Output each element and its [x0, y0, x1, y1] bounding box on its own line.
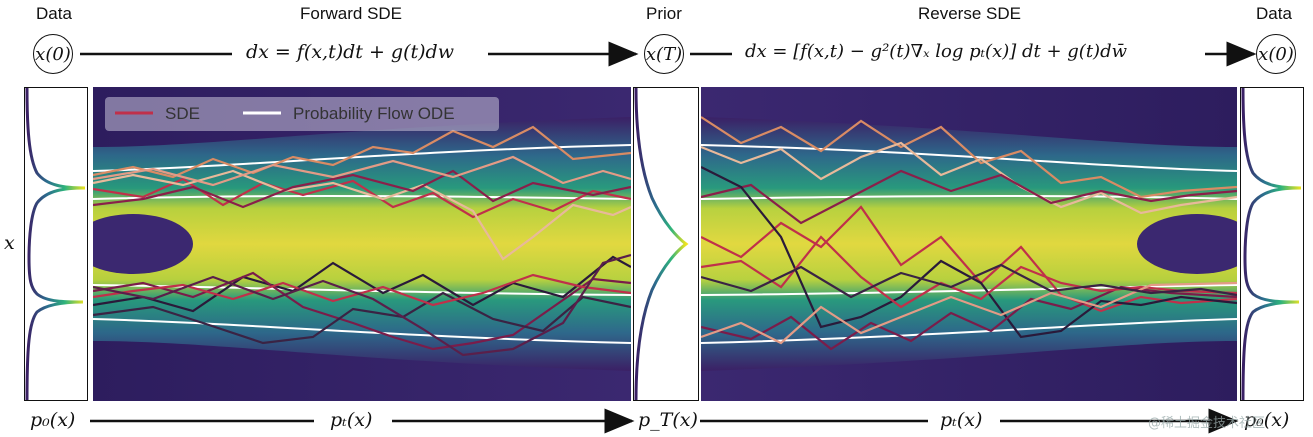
p0-left-panel [24, 87, 88, 401]
node-x0-right: x(0) [1256, 34, 1296, 74]
node-xT: x(T) [644, 34, 684, 74]
legend-sde: SDE [165, 104, 200, 123]
legend: SDE Probability Flow ODE [105, 97, 499, 131]
data-right-label: Data [1256, 4, 1292, 23]
p0-right-label: p₀(x) [1244, 409, 1290, 431]
pt-forward-label: pₜ(x) [330, 409, 373, 431]
p0-right-panel [1240, 87, 1304, 401]
forward-equation: dx = f(x,t)dt + g(t)dw [246, 41, 454, 63]
watermark: @稀土掘金技术社区 [1148, 416, 1266, 431]
reverse-equation: dx = [f(x,t) − g²(t)∇ₓ log pₜ(x)] dt + g… [745, 41, 1128, 62]
reverse-heatmap [701, 87, 1237, 401]
p0-right-curve [1241, 87, 1302, 401]
prior-panel [633, 87, 699, 401]
pt-reverse-label: pₜ(x) [940, 409, 983, 431]
forward-sde-label: Forward SDE [300, 4, 403, 23]
p0-left-label: p₀(x) [30, 409, 76, 431]
prior-label: Prior [646, 4, 682, 23]
data-left-label: Data [36, 4, 72, 23]
pT-label: p_T(x) [638, 409, 698, 431]
legend-ode: Probability Flow ODE [293, 104, 455, 123]
prior-curve [634, 87, 689, 401]
node-x0-left: x(0) [33, 34, 73, 74]
reverse-sde-label: Reverse SDE [918, 4, 1021, 23]
forward-heatmap: SDE Probability Flow ODE [93, 87, 631, 401]
reverse-heatmap-svg [701, 87, 1237, 401]
forward-heatmap-svg: SDE Probability Flow ODE [93, 87, 631, 401]
x-axis-label: x [4, 232, 15, 254]
p0-left-curve [25, 87, 86, 401]
